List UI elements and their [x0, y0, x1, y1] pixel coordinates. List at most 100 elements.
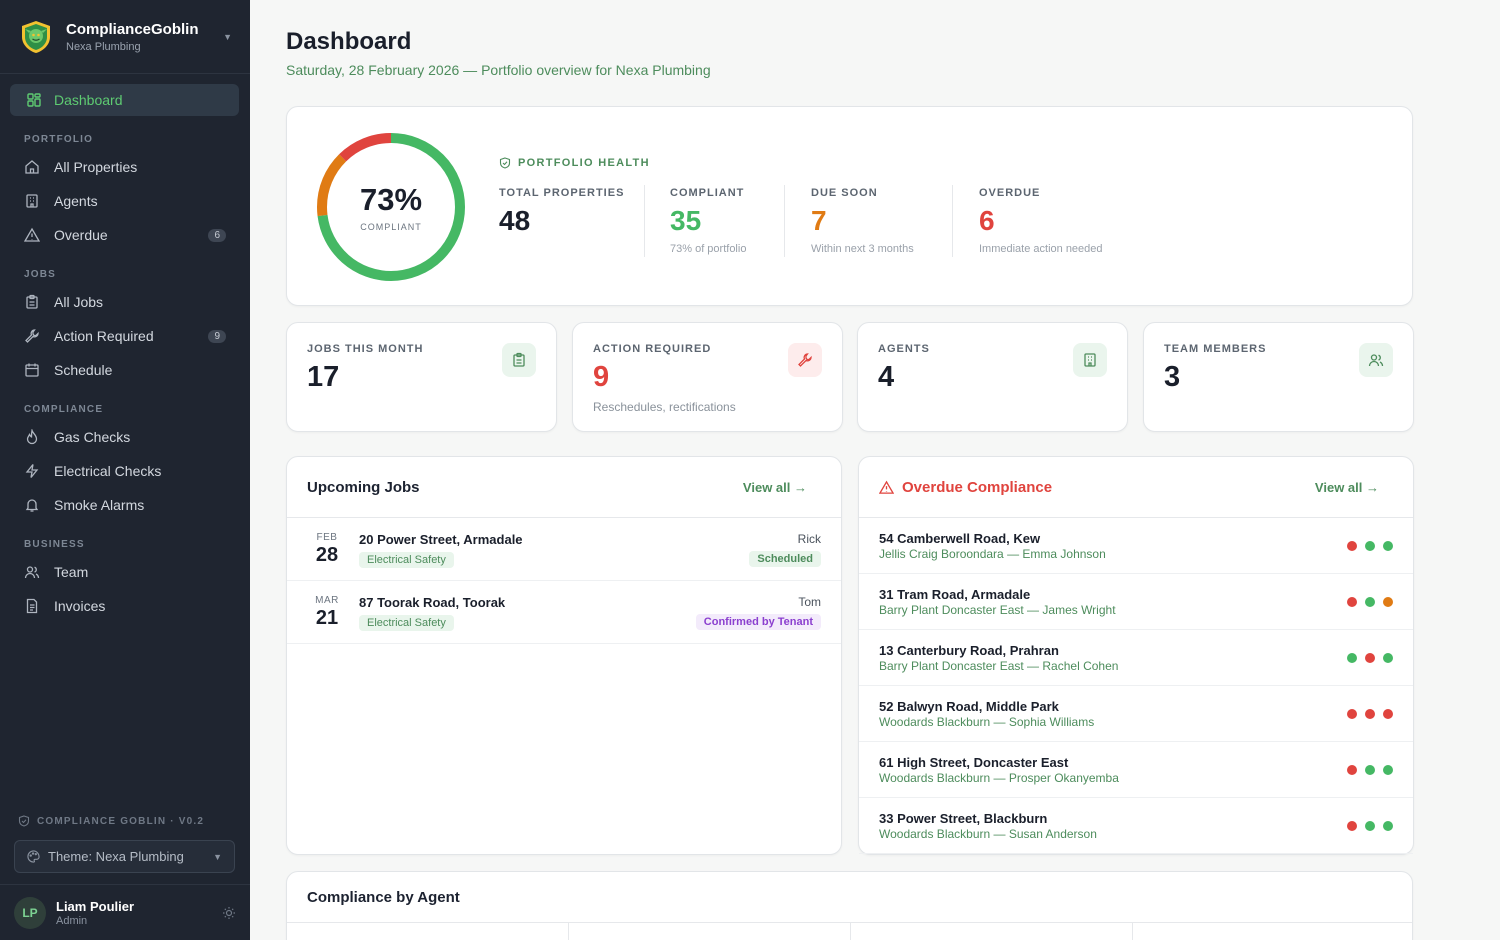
overdue-agent-tenant: Woodards Blackburn — Susan Anderson — [879, 827, 1097, 841]
upcoming-jobs-view-all-link[interactable]: View all → — [742, 479, 807, 495]
job-type-tag: Electrical Safety — [359, 615, 454, 631]
portfolio-health-text: PORTFOLIO HEALTH — [518, 157, 650, 169]
job-row[interactable]: FEB 28 20 Power Street, Armadale Electri… — [287, 518, 841, 581]
kpi-team-members[interactable]: TEAM MEMBERS 3 — [1143, 322, 1414, 432]
sun-icon[interactable] — [222, 906, 236, 920]
sidebar-item-label: Overdue — [54, 227, 108, 243]
divider — [1132, 923, 1133, 940]
chevron-down-icon: ▼ — [213, 851, 222, 862]
flame-icon — [26, 429, 38, 445]
document-icon — [26, 598, 38, 614]
status-dot-red — [1347, 597, 1357, 607]
stat-label: DUE SOON — [811, 187, 878, 199]
app-version: COMPLIANCE GOBLIN · V0.2 — [18, 815, 204, 827]
compliance-status-dots — [1339, 597, 1393, 607]
status-dot-green — [1383, 765, 1393, 775]
portfolio-health-label: PORTFOLIO HEALTH — [499, 157, 650, 169]
stat-label: COMPLIANT — [670, 187, 745, 199]
sidebar-item-smoke-alarms[interactable]: Smoke Alarms — [24, 493, 226, 517]
divider — [850, 923, 851, 940]
theme-select[interactable]: Theme: Nexa Plumbing ▼ — [14, 840, 235, 873]
main-content: Dashboard Saturday, 28 February 2026 — P… — [250, 0, 1500, 940]
sidebar-item-electrical-checks[interactable]: Electrical Checks — [24, 459, 226, 483]
overdue-view-all-link[interactable]: View all → — [1314, 479, 1379, 495]
bell-icon — [25, 499, 39, 512]
upcoming-jobs-title: Upcoming Jobs — [307, 478, 420, 496]
sidebar-item-overdue[interactable]: Overdue 6 — [24, 223, 226, 247]
status-dot-red — [1347, 541, 1357, 551]
status-dot-green — [1365, 821, 1375, 831]
job-row[interactable]: MAR 21 87 Toorak Road, Toorak Electrical… — [287, 581, 841, 644]
sidebar-item-label: Team — [54, 564, 89, 580]
divider — [644, 185, 645, 257]
overdue-address: 52 Balwyn Road, Middle Park — [879, 699, 1059, 714]
job-technician: Rick — [797, 532, 821, 546]
clipboard-icon — [26, 294, 38, 309]
sidebar-item-gas-checks[interactable]: Gas Checks — [24, 425, 226, 449]
job-month: MAR — [315, 595, 339, 606]
status-dot-red — [1347, 709, 1357, 719]
compliance-status-dots — [1339, 821, 1393, 831]
sidebar-item-label: Smoke Alarms — [54, 497, 145, 513]
divider — [952, 185, 953, 257]
overdue-row[interactable]: 31 Tram Road, Armadale Barry Plant Doncas… — [859, 574, 1413, 630]
overdue-address: 13 Canterbury Road, Prahran — [879, 643, 1059, 658]
overdue-agent-tenant: Barry Plant Doncaster East — Rachel Cohe… — [879, 659, 1119, 673]
kpi-label: JOBS THIS MONTH — [307, 343, 424, 355]
user-menu[interactable]: LP Liam Poulier Admin — [0, 884, 250, 940]
kpi-note: Reschedules, rectifications — [593, 400, 736, 414]
section-label-portfolio: PORTFOLIO — [24, 134, 94, 145]
kpi-value: 4 — [878, 361, 895, 393]
donut-center: 73% COMPLIANT — [315, 131, 467, 283]
sidebar-item-team[interactable]: Team — [24, 560, 226, 584]
job-day: 21 — [315, 607, 339, 629]
section-label-jobs: JOBS — [24, 269, 57, 280]
dashboard-grid-icon — [27, 93, 41, 107]
compliance-by-agent-panel: Compliance by Agent — [286, 871, 1413, 940]
job-address: 20 Power Street, Armadale — [359, 532, 523, 547]
overdue-row[interactable]: 54 Camberwell Road, Kew Jellis Craig Boro… — [859, 518, 1413, 574]
brand-name: ComplianceGoblin — [66, 20, 199, 38]
sidebar-item-label: Dashboard — [54, 92, 123, 108]
sidebar-item-dashboard[interactable]: Dashboard — [10, 84, 239, 116]
overdue-row[interactable]: 13 Canterbury Road, Prahran Barry Plant D… — [859, 630, 1413, 686]
action-required-count-badge: 9 — [208, 329, 226, 343]
sidebar-item-schedule[interactable]: Schedule — [24, 358, 226, 382]
portfolio-health-card: 73% COMPLIANT PORTFOLIO HEALTH TOTAL PRO… — [286, 106, 1413, 306]
divider — [287, 922, 1412, 923]
sidebar-item-label: Gas Checks — [54, 429, 131, 445]
stat-note: Within next 3 months — [811, 243, 914, 255]
kpi-label: AGENTS — [878, 343, 930, 355]
sidebar-item-all-properties[interactable]: All Properties — [24, 155, 226, 179]
kpi-agents[interactable]: AGENTS 4 — [857, 322, 1128, 432]
sidebar-item-action-required[interactable]: Action Required 9 — [24, 324, 226, 348]
user-name: Liam Poulier — [56, 898, 135, 914]
stat-total-properties: TOTAL PROPERTIES 48 — [499, 187, 624, 257]
status-dot-red — [1365, 653, 1375, 663]
sidebar: ComplianceGoblin Nexa Plumbing ▼ Dashboa… — [0, 0, 250, 940]
status-dot-green — [1365, 597, 1375, 607]
home-icon — [25, 160, 39, 174]
stat-label: OVERDUE — [979, 187, 1041, 199]
brand-org: Nexa Plumbing — [66, 40, 141, 53]
sidebar-item-label: Electrical Checks — [54, 463, 162, 479]
status-dot-green — [1383, 653, 1393, 663]
stat-value: 6 — [979, 205, 995, 236]
overdue-address: 33 Power Street, Blackburn — [879, 811, 1048, 826]
stat-compliant: COMPLIANT 35 73% of portfolio — [670, 187, 746, 257]
stat-note: Immediate action needed — [979, 243, 1103, 255]
overdue-row[interactable]: 33 Power Street, Blackburn Woodards Black… — [859, 798, 1413, 854]
brand-switcher[interactable]: ComplianceGoblin Nexa Plumbing ▼ — [0, 0, 250, 74]
sidebar-item-invoices[interactable]: Invoices — [24, 594, 226, 618]
overdue-row[interactable]: 61 High Street, Doncaster East Woodards B… — [859, 742, 1413, 798]
avatar: LP — [14, 896, 46, 929]
overdue-address: 61 High Street, Doncaster East — [879, 755, 1069, 770]
overdue-row[interactable]: 52 Balwyn Road, Middle Park Woodards Blac… — [859, 686, 1413, 742]
shield-icon — [499, 157, 511, 169]
stat-value: 48 — [499, 205, 531, 236]
job-status-badge: Scheduled — [749, 551, 821, 567]
kpi-action-required[interactable]: ACTION REQUIRED 9 Reschedules, rectifica… — [572, 322, 843, 432]
sidebar-item-all-jobs[interactable]: All Jobs — [24, 290, 226, 314]
kpi-jobs-this-month[interactable]: JOBS THIS MONTH 17 — [286, 322, 557, 432]
sidebar-item-agents[interactable]: Agents — [24, 189, 226, 213]
